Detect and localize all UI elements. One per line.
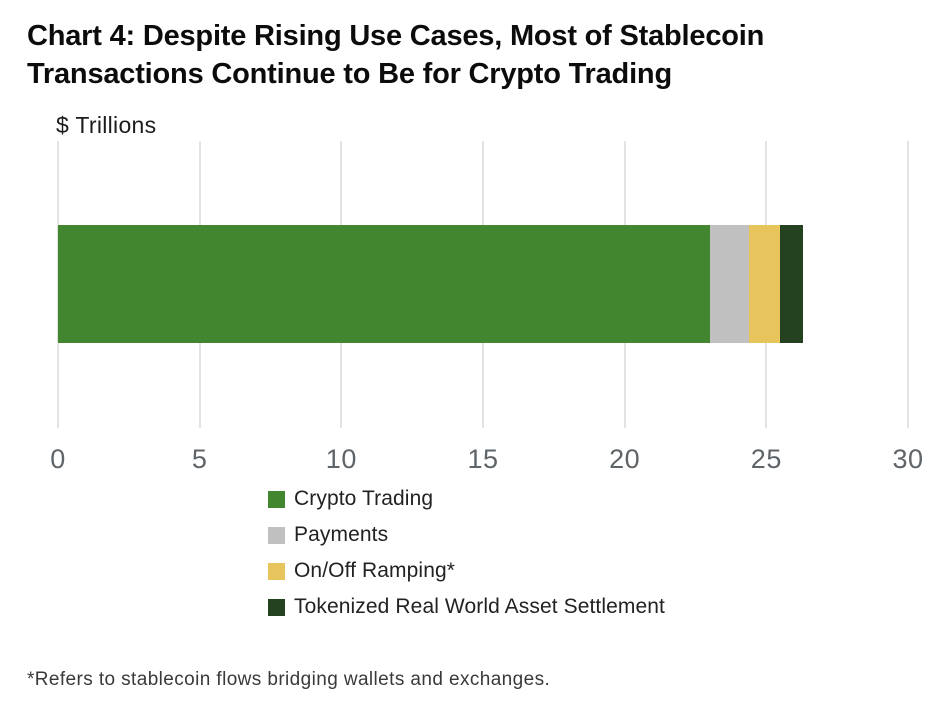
x-axis-tick-label-15: 15 (467, 444, 499, 474)
bar-segment-tokenized-real-world-asset-settlement (780, 225, 804, 343)
legend-swatch-icon (268, 490, 285, 508)
x-axis-tick-label-30: 30 (892, 444, 924, 474)
x-axis-tick-label-10: 10 (325, 444, 357, 474)
legend-item-payments: Payments (268, 517, 665, 553)
gridline-30 (907, 141, 909, 428)
legend-label: Tokenized Real World Asset Settlement (294, 595, 665, 618)
bar-segment-crypto-trading (58, 225, 710, 343)
legend-label: On/Off Ramping* (294, 559, 456, 582)
legend-label: Crypto Trading (294, 487, 434, 510)
stacked-bar (58, 225, 804, 343)
x-axis-tick-label-20: 20 (609, 444, 641, 474)
legend-item-on-off-ramping: On/Off Ramping* (268, 553, 665, 589)
x-axis-tick-label-25: 25 (750, 444, 782, 474)
x-axis: 0 5 10 15 20 25 30 (50, 444, 923, 478)
title-line-1: Chart 4: Despite Rising Use Cases, Most … (27, 20, 765, 52)
legend-item-crypto-trading: Crypto Trading (268, 481, 665, 517)
footnote: *Refers to stablecoin flows bridging wal… (27, 669, 551, 690)
legend: Crypto Trading Payments On/Off Ramping* Tok… (268, 481, 665, 625)
x-axis-tick-label-5: 5 (191, 444, 208, 474)
axis-unit-label: $ Trillions (56, 112, 157, 138)
bar-segment-on-off-ramping (749, 225, 781, 343)
bar-segment-payments (709, 225, 750, 343)
page-title: Chart 4: Despite Rising Use Cases, Most … (27, 17, 764, 93)
legend-swatch-icon (268, 526, 285, 544)
x-axis-tick-label-0: 0 (50, 444, 66, 474)
title-line-2: Transactions Continue to Be for Crypto T… (27, 58, 672, 90)
legend-item-tokenized-real-world-asset-settlement: Tokenized Real World Asset Settlement (268, 589, 665, 625)
legend-label: Payments (294, 523, 389, 546)
legend-swatch-icon (268, 598, 285, 616)
chart-plot (57, 141, 909, 428)
legend-swatch-icon (268, 562, 285, 580)
